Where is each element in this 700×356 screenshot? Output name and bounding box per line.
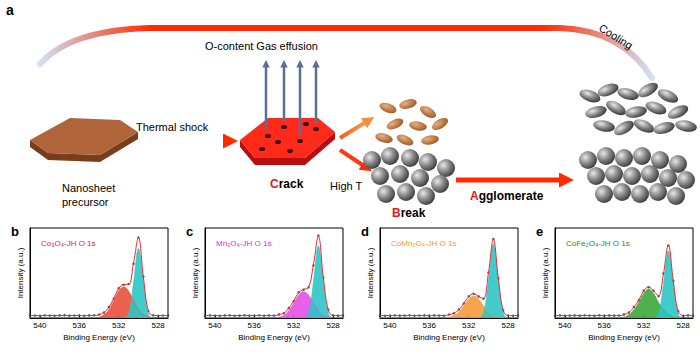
svg-text:Mn₃O₄-JH O 1s: Mn₃O₄-JH O 1s (216, 239, 271, 248)
svg-text:532: 532 (462, 321, 476, 330)
svg-text:Thermal shock: Thermal shock (136, 121, 209, 133)
svg-text:precursor: precursor (62, 196, 109, 208)
svg-text:532: 532 (112, 321, 126, 330)
svg-text:Nanosheet: Nanosheet (62, 182, 115, 194)
svg-text:Binding Energy (eV): Binding Energy (eV) (588, 333, 660, 342)
svg-text:e: e (536, 224, 543, 239)
svg-text:528: 528 (326, 321, 340, 330)
svg-text:a: a (6, 2, 14, 18)
svg-text:Binding Energy (eV): Binding Energy (eV) (63, 333, 135, 342)
svg-text:Agglomerate: Agglomerate (470, 189, 544, 203)
svg-text:c: c (186, 224, 193, 239)
svg-text:O-content Gas effusion: O-content Gas effusion (205, 40, 318, 52)
svg-text:Break: Break (392, 206, 426, 220)
svg-text:Intensity (a.u.): Intensity (a.u.) (16, 247, 25, 298)
svg-text:536: 536 (598, 321, 612, 330)
svg-text:Crack: Crack (270, 177, 304, 191)
svg-text:540: 540 (208, 321, 222, 330)
svg-text:Cooling: Cooling (597, 22, 635, 52)
svg-text:536: 536 (423, 321, 437, 330)
svg-text:528: 528 (501, 321, 515, 330)
svg-text:532: 532 (637, 321, 651, 330)
svg-text:d: d (361, 224, 369, 239)
svg-text:CoMn₂O₄-JH O 1s: CoMn₂O₄-JH O 1s (391, 239, 457, 248)
svg-text:540: 540 (383, 321, 397, 330)
svg-text:CoFe₂O₄-JH O 1s: CoFe₂O₄-JH O 1s (566, 239, 630, 248)
svg-text:b: b (11, 224, 19, 239)
svg-text:Co₃O₄-JH O 1s: Co₃O₄-JH O 1s (41, 239, 96, 248)
svg-text:Binding Energy (eV): Binding Energy (eV) (238, 333, 310, 342)
svg-text:540: 540 (558, 321, 572, 330)
svg-text:Intensity (a.u.): Intensity (a.u.) (191, 247, 200, 298)
svg-text:High T: High T (330, 180, 362, 192)
svg-text:540: 540 (33, 321, 47, 330)
svg-text:Intensity (a.u.): Intensity (a.u.) (366, 247, 375, 298)
svg-text:536: 536 (73, 321, 87, 330)
svg-text:536: 536 (248, 321, 262, 330)
svg-text:528: 528 (151, 321, 165, 330)
svg-text:528: 528 (676, 321, 690, 330)
svg-text:Binding Energy (eV): Binding Energy (eV) (413, 333, 485, 342)
svg-text:Intensity (a.u.): Intensity (a.u.) (541, 247, 550, 298)
svg-text:532: 532 (287, 321, 301, 330)
